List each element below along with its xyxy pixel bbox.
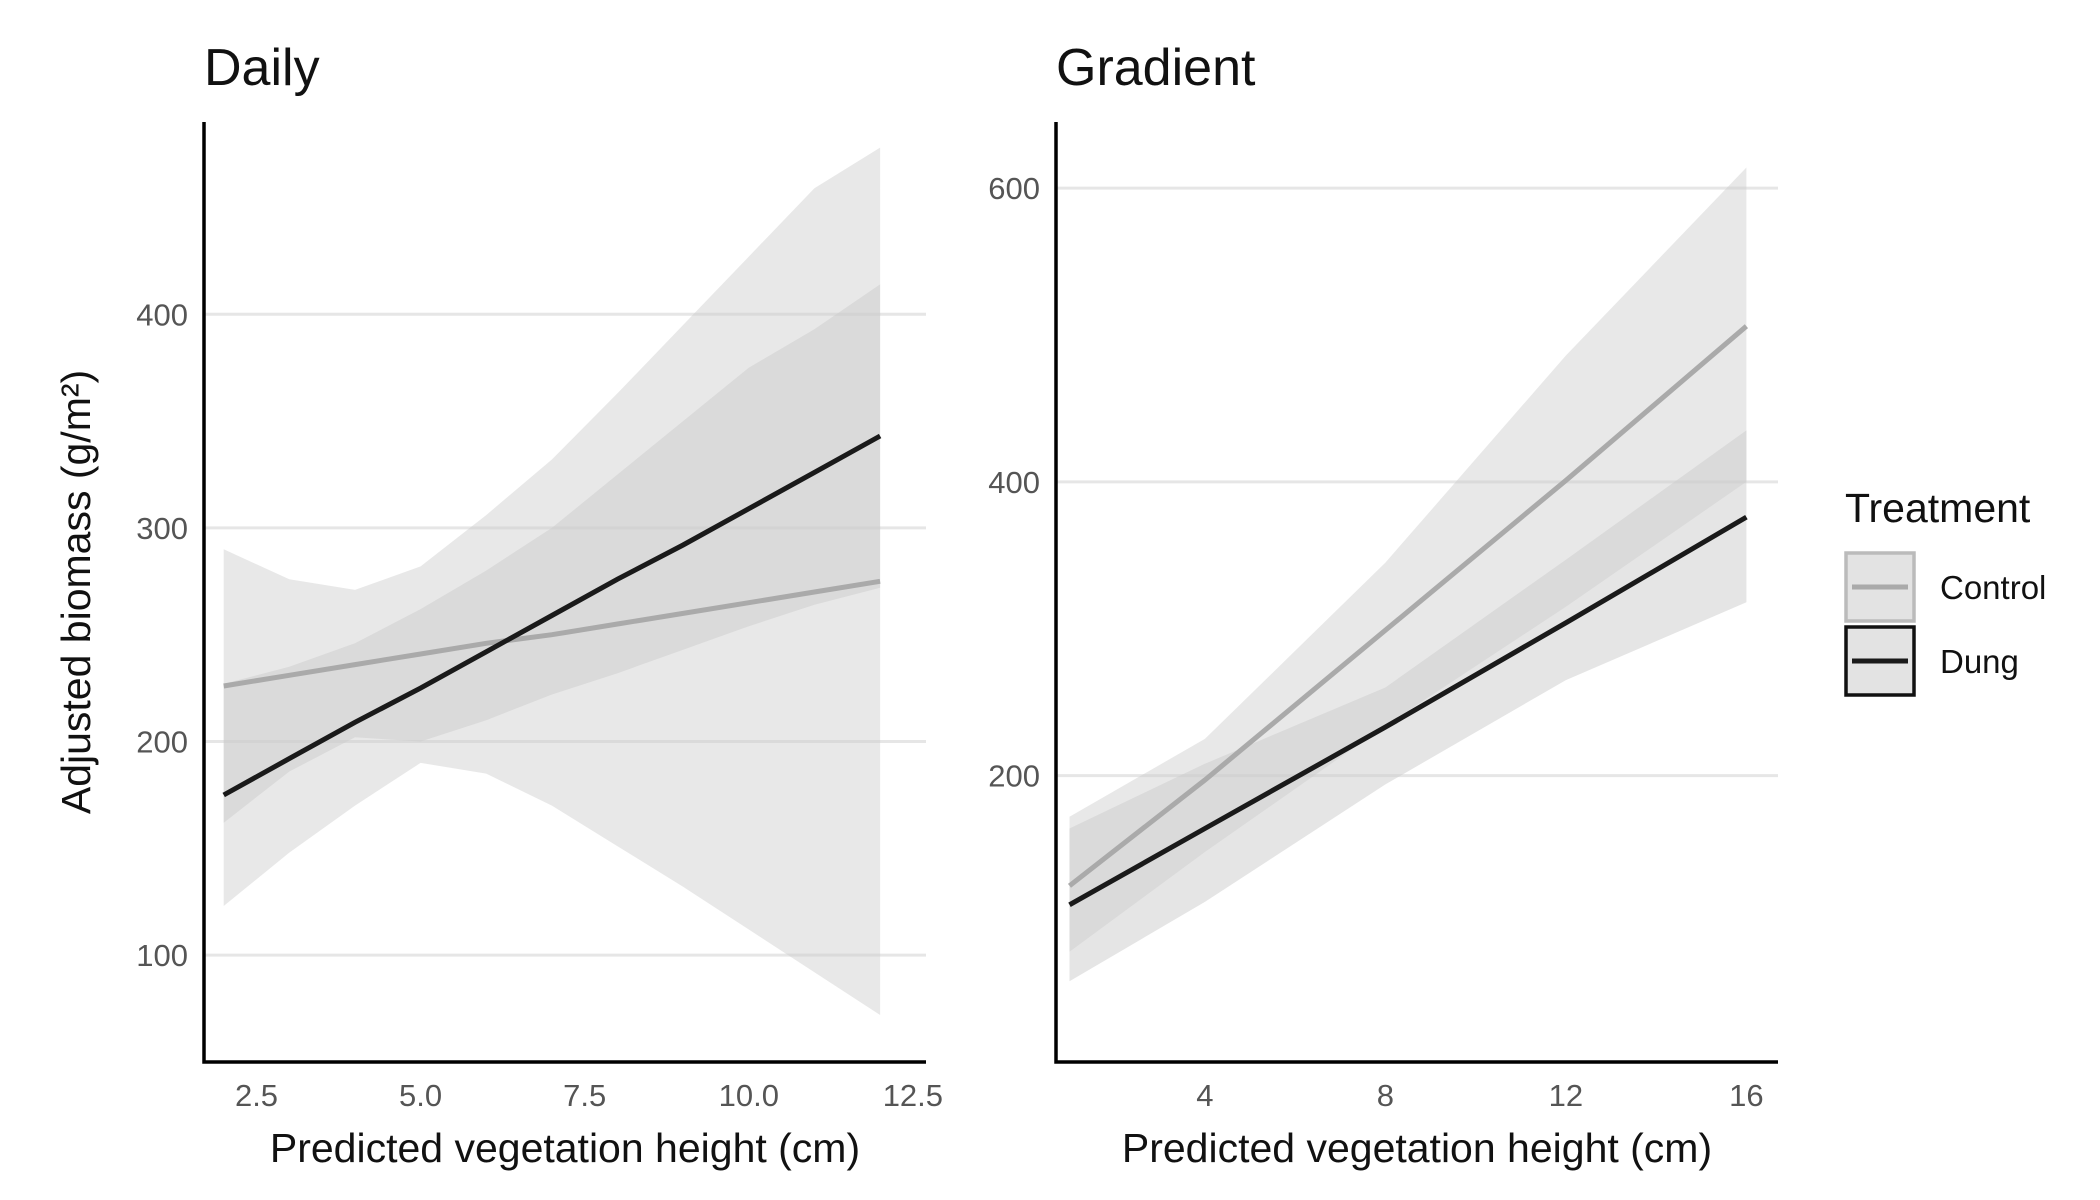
y-tick-label: 300: [136, 511, 188, 546]
panel-daily: 100 200 300 400 2.5 5.0 7.5 10.0 12.5 Daily Predic…: [53, 39, 943, 1171]
legend-label-dung: Dung: [1940, 643, 2019, 680]
panel-title: Daily: [204, 39, 320, 97]
x-axis-title: Predicted vegetation height (cm): [1122, 1125, 1712, 1171]
panel-gradient: 200 400 600 4 8 12 16 Gradient Predicted vegetat…: [988, 39, 1778, 1171]
x-tick-label: 8: [1377, 1078, 1394, 1113]
series-line-dung: [1068, 514, 1748, 907]
confidence-band-dung: [223, 284, 881, 823]
x-tick-label: 16: [1729, 1078, 1763, 1113]
y-tick-label: 400: [136, 297, 188, 332]
series-line-control: [1067, 324, 1749, 888]
y-tick-label: 200: [136, 725, 188, 760]
axis-lines: [202, 122, 926, 1064]
x-tick-label: 7.5: [563, 1078, 606, 1113]
axis-lines: [1054, 122, 1778, 1064]
series-line-control: [223, 578, 881, 689]
x-tick-label: 4: [1196, 1078, 1213, 1113]
y-tick-label: 100: [136, 938, 188, 973]
y-tick-label: 400: [988, 465, 1040, 500]
x-tick-label: 12.5: [883, 1078, 943, 1113]
panel-title: Gradient: [1056, 39, 1256, 97]
series-line-dung: [222, 433, 882, 798]
legend-label-control: Control: [1940, 569, 2046, 606]
y-axis-title: Adjusted biomass (g/m²): [53, 370, 99, 814]
legend-title: Treatment: [1845, 485, 2031, 531]
x-tick-label: 2.5: [235, 1078, 278, 1113]
x-axis-title: Predicted vegetation height (cm): [270, 1125, 860, 1171]
y-tick-label: 600: [988, 171, 1040, 206]
x-tick-label: 5.0: [399, 1078, 442, 1113]
y-tick-label: 200: [988, 759, 1040, 794]
legend: Treatment Control Dung: [1844, 485, 2046, 697]
confidence-band-dung: [1069, 430, 1747, 982]
x-tick-label: 10.0: [719, 1078, 779, 1113]
x-tick-label: 12: [1549, 1078, 1583, 1113]
